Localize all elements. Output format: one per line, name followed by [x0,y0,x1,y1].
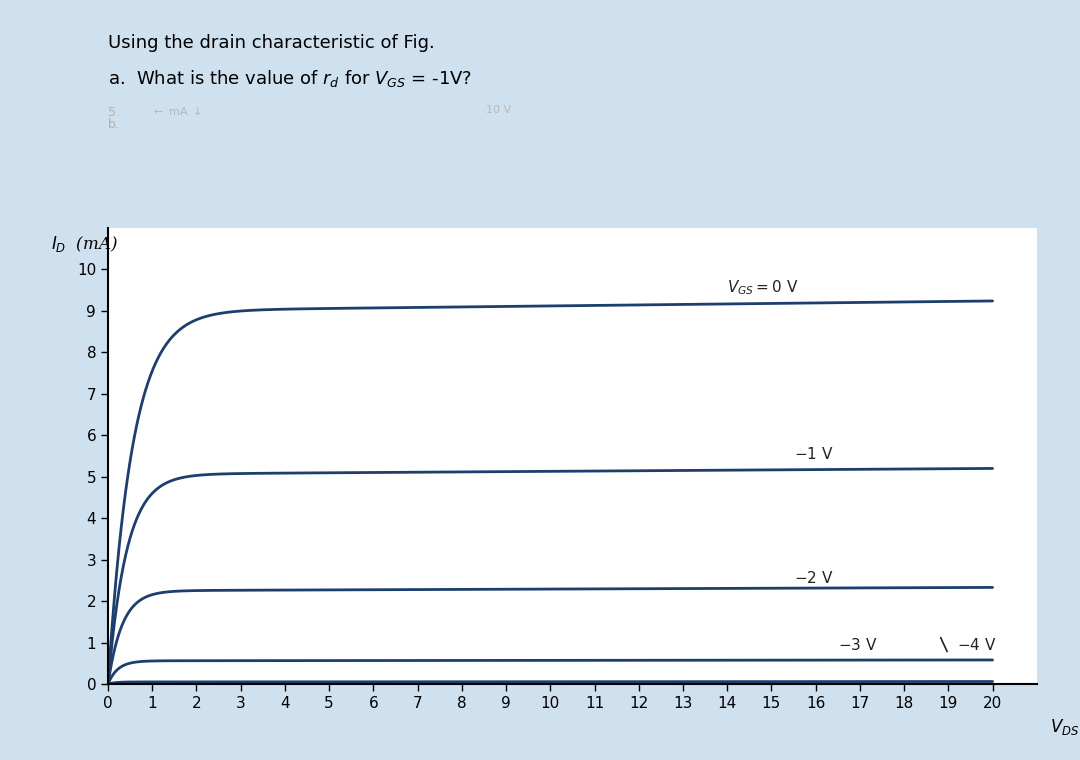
Text: $V_{GS}=0$ V: $V_{GS}=0$ V [727,279,799,297]
Text: $\leftarrow$ mA $\downarrow$: $\leftarrow$ mA $\downarrow$ [151,105,202,117]
Text: a.  What is the value of $r_d$ for $V_{GS}$ = -1V?: a. What is the value of $r_d$ for $V_{GS… [108,68,472,90]
Text: $-3$ V: $-3$ V [838,637,877,653]
Text: $-2$ V: $-2$ V [794,570,833,586]
Text: 5.: 5. [108,106,120,119]
Text: $-1$ V: $-1$ V [794,446,833,462]
Text: $V_{DS}$ (V): $V_{DS}$ (V) [1050,717,1080,737]
Text: $I_D$  (mA): $I_D$ (mA) [51,234,118,254]
Text: 10 V: 10 V [486,105,511,115]
Text: Using the drain characteristic of Fig.: Using the drain characteristic of Fig. [108,34,435,52]
Text: $-4$ V: $-4$ V [957,637,997,653]
Text: b.: b. [108,118,120,131]
